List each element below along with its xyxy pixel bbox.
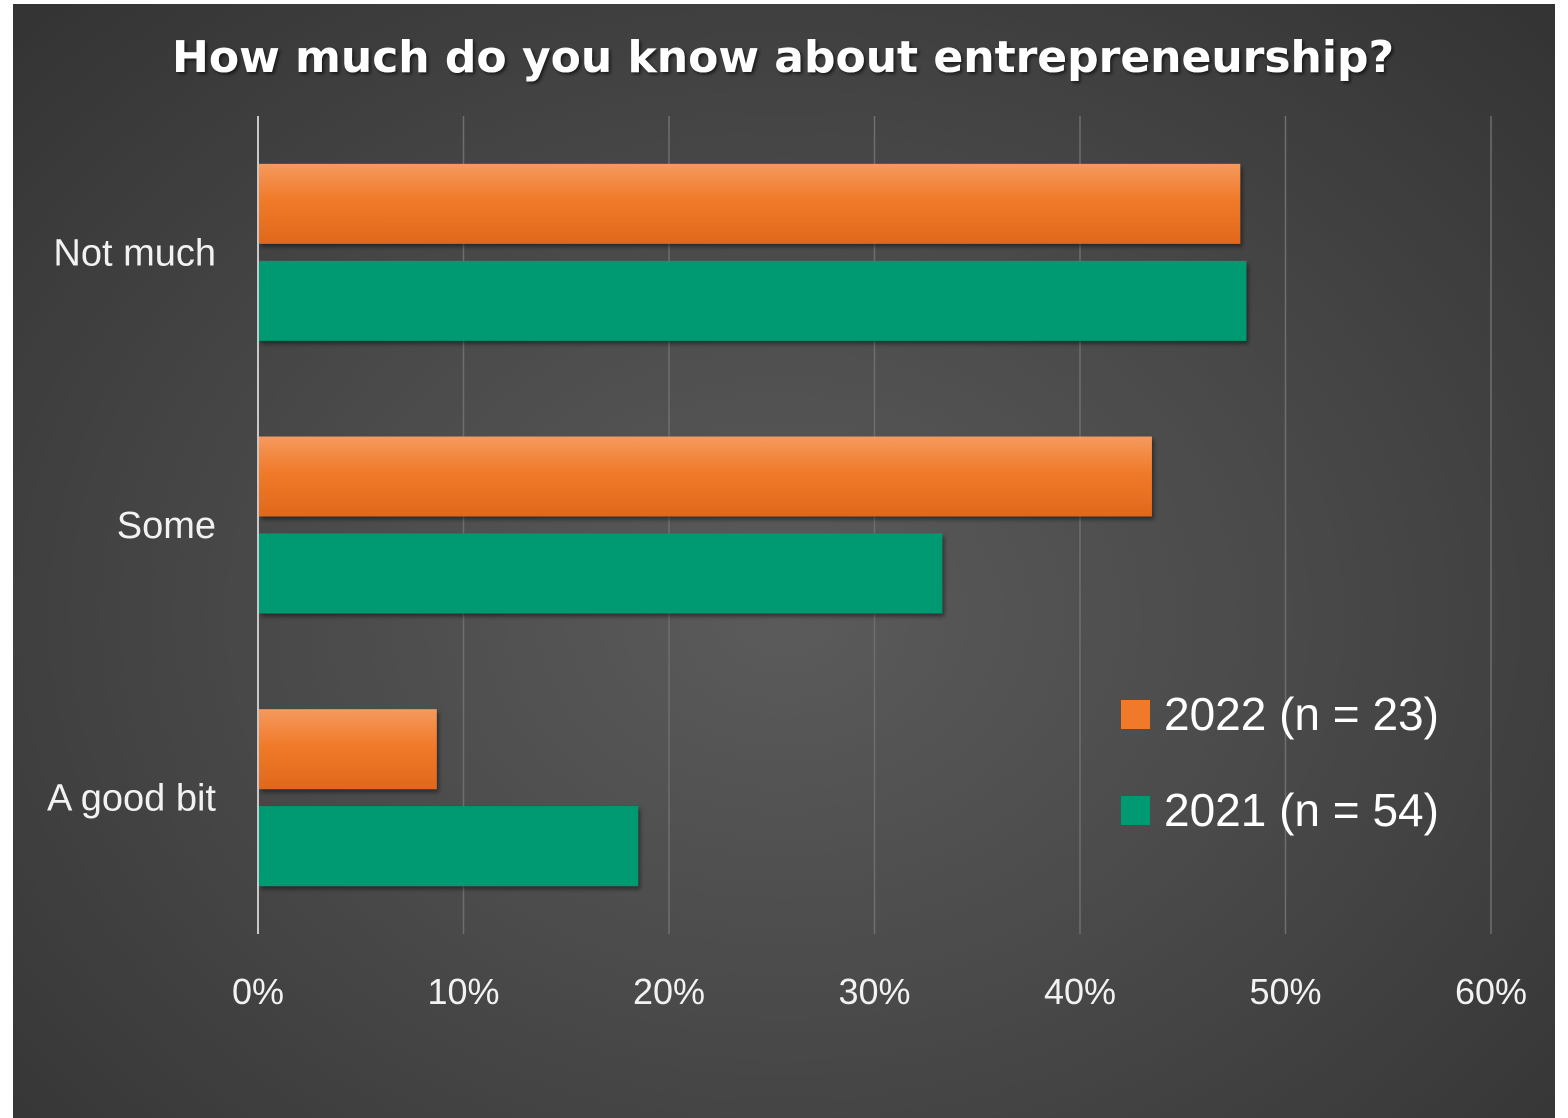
category-label-a-good-bit: A good bit [47, 778, 216, 820]
bars [259, 163, 1247, 887]
legend-swatch-2022-n-23 [1121, 700, 1150, 729]
category-label-some: Some [117, 505, 216, 547]
x-tick-label-0: 0% [232, 971, 284, 1012]
x-tick-label-30: 30% [838, 971, 910, 1012]
category-labels: Not much Some A good bit [47, 232, 216, 819]
legend-swatch-2021-n-54 [1121, 796, 1150, 825]
category-label-not-much: Not much [53, 232, 216, 274]
x-tick-label-60: 60% [1455, 971, 1527, 1012]
legend-label-2021-n-54: 2021 (n = 54) [1164, 784, 1439, 836]
bar-not-much-2021-n-54 [259, 260, 1247, 341]
bar-a-good-bit-2022-n-23 [259, 709, 437, 790]
bar-not-much-2022-n-23 [259, 163, 1241, 244]
bar-chart: How much do you know about entrepreneurs… [47, 32, 1527, 1012]
bar-some-2021-n-54 [259, 533, 943, 614]
legend: 2022 (n = 23) 2021 (n = 54) [1121, 688, 1439, 836]
bar-a-good-bit-2021-n-54 [259, 806, 639, 887]
legend-label-2022-n-23: 2022 (n = 23) [1164, 688, 1439, 740]
chart-container: How much do you know about entrepreneurs… [13, 4, 1555, 1118]
x-tick-label-10: 10% [427, 971, 499, 1012]
x-tick-labels: 0% 10% 20% 30% 40% 50% 60% [232, 971, 1527, 1012]
x-tick-label-40: 40% [1044, 971, 1116, 1012]
gridlines [462, 116, 1492, 934]
x-tick-label-20: 20% [633, 971, 705, 1012]
x-tick-label-50: 50% [1249, 971, 1321, 1012]
chart-title: How much do you know about entrepreneurs… [172, 32, 1394, 83]
bar-some-2022-n-23 [259, 436, 1152, 517]
